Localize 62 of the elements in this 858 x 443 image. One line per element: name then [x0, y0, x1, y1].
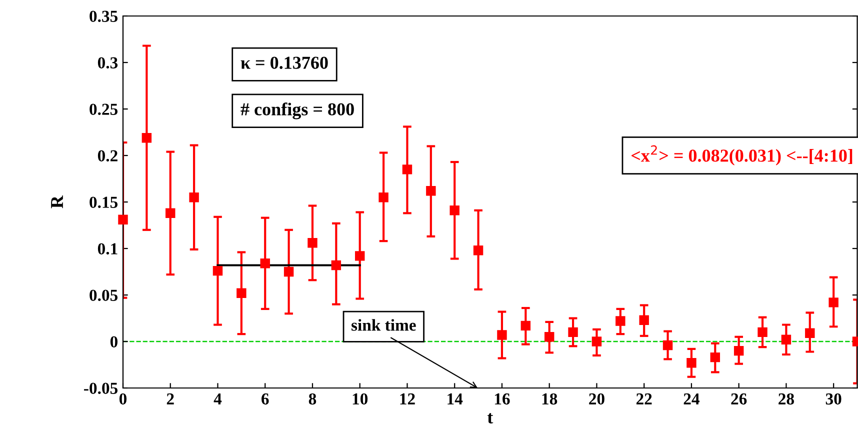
y-tick-label: 0.2: [98, 150, 118, 162]
point: [308, 238, 318, 248]
point: [686, 358, 696, 368]
y-tick-label: -0.05: [84, 382, 118, 394]
y-tick-label: 0.25: [90, 104, 118, 116]
y-tick-label: 0.05: [90, 290, 118, 302]
x-tick-label: 20: [589, 393, 604, 405]
y-tick-label: 0.1: [98, 243, 118, 255]
y-tick-label: 0.35: [90, 10, 118, 22]
x-tick-label: 4: [214, 393, 222, 404]
x-tick-label: 10: [352, 393, 368, 405]
x-tick-label: 12: [400, 393, 415, 404]
x-tick-label: 6: [262, 393, 269, 405]
annotation: # configs = 800: [240, 102, 354, 120]
point: [592, 336, 602, 346]
point: [284, 266, 294, 277]
point: [355, 251, 365, 261]
point: [805, 328, 815, 338]
point: [497, 330, 507, 340]
point: [260, 258, 270, 268]
point: [331, 260, 342, 270]
point: [828, 298, 838, 308]
x-tick-label: 22: [636, 393, 652, 404]
y-axis-title: R: [51, 195, 63, 208]
point: [236, 288, 246, 298]
y-tick-label: 0: [110, 336, 118, 348]
point: [142, 132, 152, 143]
point: [734, 346, 744, 356]
x-tick-label: 18: [542, 393, 558, 405]
point: [473, 246, 484, 256]
x-tick-label: 0: [119, 393, 127, 405]
point: [402, 164, 412, 174]
point: [378, 192, 388, 202]
point: [520, 320, 531, 331]
y-tick-label: 0.3: [98, 57, 118, 69]
point: [639, 315, 649, 325]
annotation: <x$^{2}$> = 0.082(0.031) <--[4:10]: [632, 145, 852, 166]
x-tick-label: 2: [166, 393, 174, 404]
point: [212, 266, 223, 276]
point: [616, 316, 626, 326]
y-tick-label: 0.15: [90, 196, 118, 208]
x-tick-label: 16: [494, 393, 510, 405]
point: [189, 192, 199, 202]
x-tick-label: 24: [684, 393, 700, 404]
x-tick-label: 26: [731, 393, 747, 405]
x-tick-label: 8: [308, 393, 316, 405]
point: [450, 206, 460, 216]
x-tick-label: 30: [826, 393, 842, 405]
x-axis-title: t: [487, 413, 494, 424]
annotation: sink time: [352, 319, 416, 331]
point: [166, 208, 176, 218]
x-tick-label: 14: [448, 393, 463, 404]
annotation: κ = 0.13760: [240, 56, 328, 69]
point: [662, 340, 673, 350]
x-tick-label: 28: [778, 393, 794, 405]
point: [426, 186, 436, 196]
point: [568, 327, 578, 338]
point: [758, 327, 768, 338]
point: [544, 332, 554, 342]
point: [710, 352, 720, 362]
point: [781, 334, 792, 344]
point: [118, 214, 128, 225]
